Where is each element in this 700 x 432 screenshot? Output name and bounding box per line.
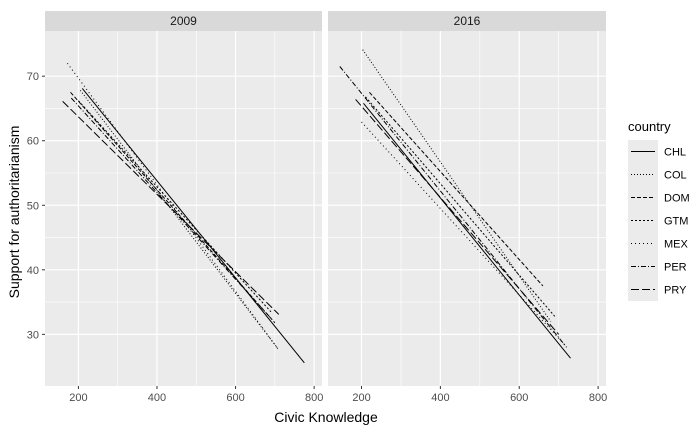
legend-item-PRY: PRY xyxy=(628,278,687,301)
strip-background xyxy=(45,11,322,31)
panels: 2009 200 400 600 800 30 40 50 60 70 2016 200 400 600 8… xyxy=(27,11,607,404)
y-tick-label: 60 xyxy=(27,136,39,148)
series-line-DOM xyxy=(70,91,276,324)
y-tick-label: 70 xyxy=(27,71,39,83)
legend-item-DOM: DOM xyxy=(628,186,690,209)
x-tick-label: 800 xyxy=(305,392,323,404)
x-axis-title: Civic Knowledge xyxy=(274,409,378,425)
legend-item-MEX: MEX xyxy=(628,232,689,255)
series-line-PER xyxy=(70,97,272,319)
x-tick-label: 200 xyxy=(69,392,87,404)
legend-label: PRY xyxy=(664,285,687,297)
series-line-PRY xyxy=(355,99,560,335)
legend-label: GTM xyxy=(664,216,688,228)
series-line-MEX xyxy=(66,62,278,348)
series-line-COL xyxy=(79,90,280,351)
y-tick-label: 30 xyxy=(27,329,39,341)
legend-title: country xyxy=(628,119,671,134)
series-line-PRY xyxy=(62,100,280,315)
series-line-DOM xyxy=(369,91,544,287)
series-line-CHL xyxy=(363,102,571,359)
y-axis-title: Support for authoritarianism xyxy=(6,126,22,299)
strip-background xyxy=(328,11,606,31)
legend-label: MEX xyxy=(664,239,689,251)
x-tick-label: 600 xyxy=(226,392,244,404)
strip-label: 2009 xyxy=(170,14,197,28)
legend-item-GTM: GTM xyxy=(628,209,688,232)
legend-item-COL: COL xyxy=(628,163,687,186)
legend-item-PER: PER xyxy=(628,255,687,278)
legend-label: DOM xyxy=(664,193,690,205)
x-tick-label: 200 xyxy=(352,392,370,404)
legend-label: PER xyxy=(664,262,687,274)
x-tick-label: 400 xyxy=(431,392,449,404)
legend-item-CHL: CHL xyxy=(628,140,686,163)
x-tick-label: 400 xyxy=(148,392,166,404)
panel-background xyxy=(328,31,606,386)
x-tick-label: 800 xyxy=(589,392,607,404)
legend-label: CHL xyxy=(664,147,686,159)
series-line-GTM xyxy=(365,96,556,317)
y-tick-label: 40 xyxy=(27,265,39,277)
x-tick-label: 600 xyxy=(510,392,528,404)
panel-2009: 2009 200 400 600 800 30 40 50 60 70 xyxy=(27,11,323,404)
panel-2016: 2016 200 400 600 800 xyxy=(328,11,607,404)
legend: country CHL COL DOM GTM MEX PER PRY xyxy=(628,119,690,301)
series-line-COL xyxy=(362,49,552,322)
series-line-CHL xyxy=(81,88,305,364)
y-tick-label: 50 xyxy=(27,200,39,212)
strip-label: 2016 xyxy=(454,14,481,28)
legend-label: COL xyxy=(664,170,687,182)
